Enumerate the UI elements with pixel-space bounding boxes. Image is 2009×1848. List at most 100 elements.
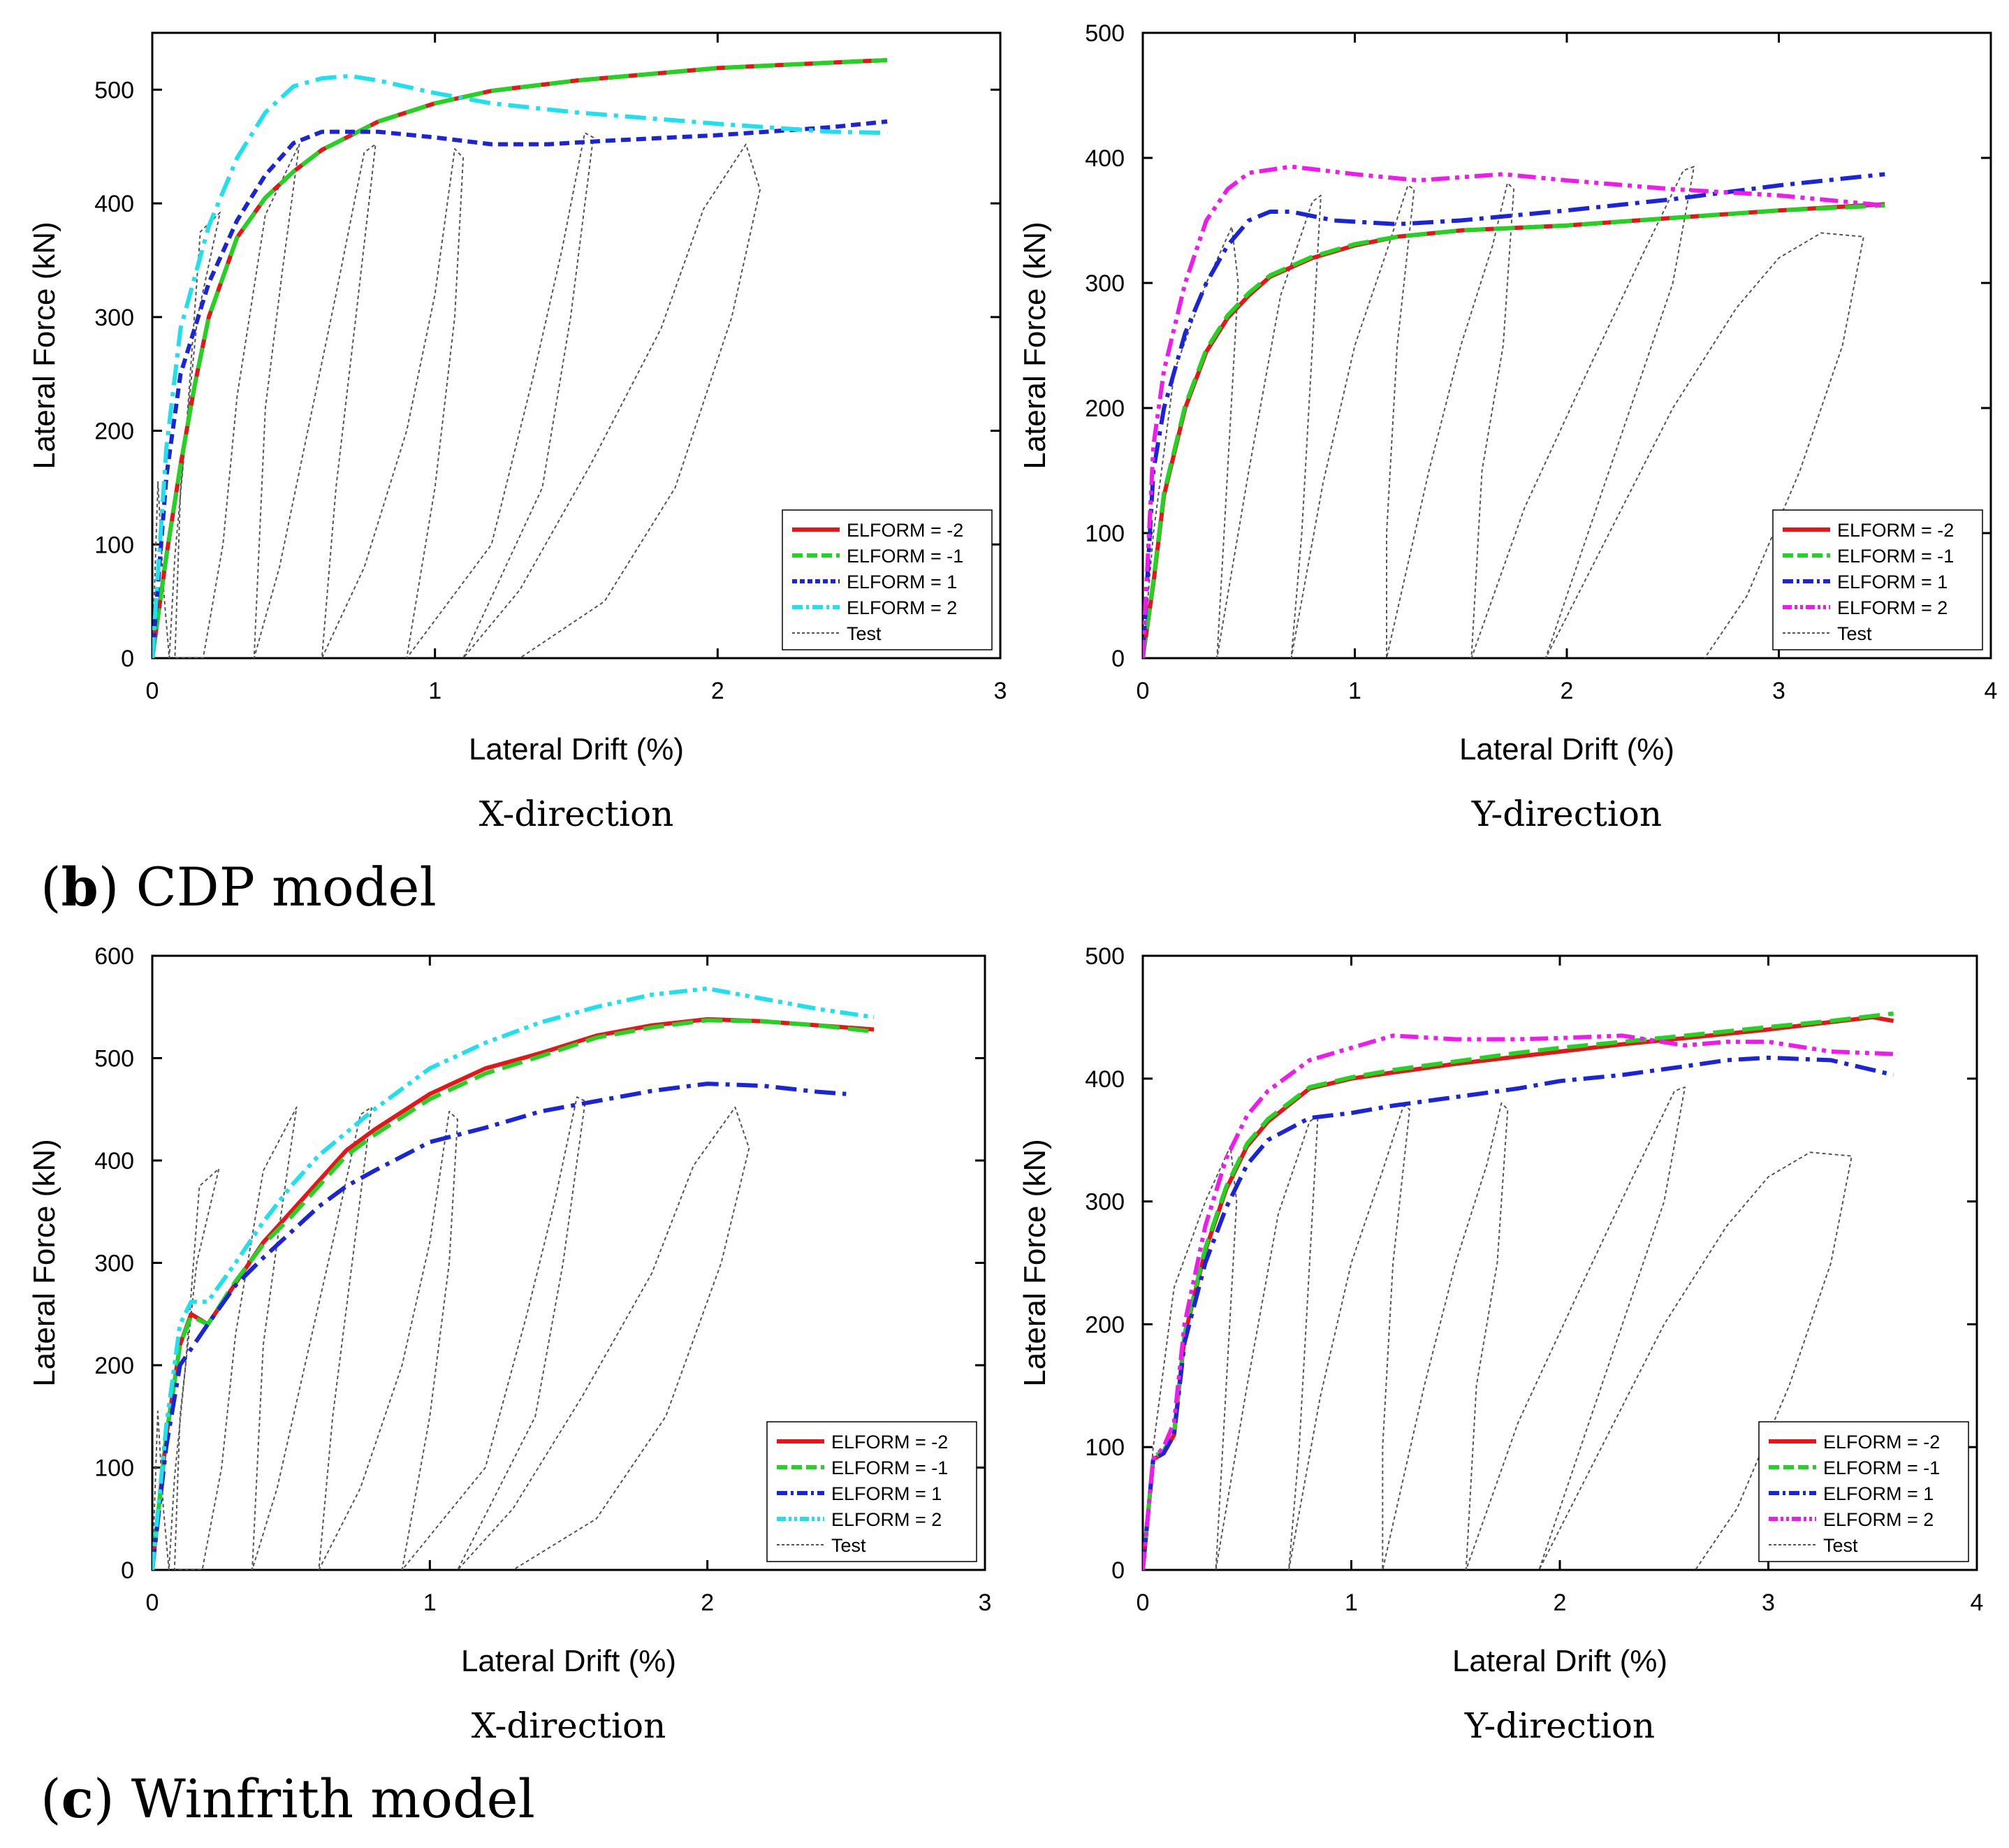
series-line-elform-2 <box>152 986 875 1570</box>
chart-cdp-x-direction: 0 1 2 3 0 100 200 300 400 500 Lateral Drift (%) Lat… <box>27 31 1007 834</box>
y-tick-label: 200 <box>94 419 134 445</box>
y-tick-label: 0 <box>121 1557 134 1584</box>
y-tick-label: 100 <box>94 1455 134 1482</box>
y-tick-label: 400 <box>94 1148 134 1174</box>
series-line-elform-1 <box>152 1082 847 1570</box>
caption-winfrith-model: (c) Winfrith model <box>41 1768 535 1830</box>
x-tick-label: 2 <box>701 1589 714 1616</box>
legend-label: Test <box>847 623 882 644</box>
x-tick-label: 3 <box>994 678 1007 704</box>
legend-label: Test <box>1823 1535 1858 1556</box>
x-tick-label: 0 <box>1137 678 1150 704</box>
y-tick-label: 500 <box>94 77 134 103</box>
legend-label: Test <box>831 1535 866 1556</box>
legend: ELFORM = -2 ELFORM = -1 ELFORM = 1 ELFORM =… <box>766 1421 977 1562</box>
y-tick-label: 100 <box>1085 1434 1125 1461</box>
y-tick-label: 400 <box>1085 1066 1125 1093</box>
y-axis-label: Lateral Force (kN) <box>27 1139 61 1387</box>
legend-label: ELFORM = -1 <box>831 1457 948 1478</box>
series-line-elform-1 <box>1143 203 1885 658</box>
series-line-elform-1 <box>152 119 888 658</box>
legend-label: ELFORM = 1 <box>831 1483 942 1504</box>
legend-label: ELFORM = -2 <box>847 520 963 541</box>
y-tick-label: 400 <box>1085 145 1125 172</box>
plot-frame <box>151 31 1002 660</box>
series-line-elform-1 <box>1143 172 1885 658</box>
x-tick-label: 4 <box>1971 1589 1984 1616</box>
series-line-elform-2 <box>1143 164 1885 658</box>
legend: ELFORM = -2 ELFORM = -1 ELFORM = 1 ELFORM =… <box>782 509 993 650</box>
y-tick-label: 100 <box>1085 521 1125 547</box>
y-tick-label: 0 <box>121 646 134 672</box>
series-line-elform-1 <box>152 1018 875 1570</box>
y-tick-label: 300 <box>1085 270 1125 297</box>
direction-label: Y-direction <box>1464 1705 1655 1746</box>
x-tick-label: 2 <box>1554 1589 1567 1616</box>
x-tick-label: 3 <box>1772 678 1785 704</box>
y-tick-label: 200 <box>94 1353 134 1379</box>
x-tick-label: 3 <box>979 1589 992 1616</box>
legend: ELFORM = -2 ELFORM = -1 ELFORM = 1 ELFORM =… <box>1772 509 1983 650</box>
y-tick-label: 500 <box>94 1046 134 1072</box>
series-line-elform-1 <box>1143 1055 1894 1570</box>
y-tick-label: 300 <box>1085 1189 1125 1216</box>
series-line-test <box>1143 1086 1853 1570</box>
x-tick-label: 4 <box>1985 678 1998 704</box>
y-axis-label: Lateral Force (kN) <box>27 221 61 470</box>
y-axis-label: Lateral Force (kN) <box>1018 1139 1052 1387</box>
x-tick-label: 2 <box>711 678 724 704</box>
x-axis-label: Lateral Drift (%) <box>461 1644 676 1678</box>
series-line-elform-2 <box>152 58 888 658</box>
x-axis-label: Lateral Drift (%) <box>1452 1644 1667 1678</box>
series-line-elform-2 <box>152 1017 875 1570</box>
caption-letter: b <box>61 856 98 918</box>
x-tick-label: 1 <box>428 678 441 704</box>
x-tick-label: 1 <box>423 1589 437 1616</box>
legend-label: ELFORM = 1 <box>1823 1483 1934 1504</box>
y-tick-label: 400 <box>94 191 134 217</box>
caption-letter: c <box>61 1768 94 1830</box>
x-axis-label: Lateral Drift (%) <box>469 732 684 766</box>
y-tick-label: 0 <box>1111 646 1125 672</box>
x-axis-label: Lateral Drift (%) <box>1459 732 1674 766</box>
x-tick-label: 2 <box>1561 678 1574 704</box>
y-tick-label: 0 <box>1111 1557 1125 1584</box>
direction-label: X-direction <box>472 1705 666 1746</box>
y-tick-label: 300 <box>94 305 134 331</box>
legend-label: ELFORM = -1 <box>1823 1457 1940 1478</box>
x-tick-label: 0 <box>146 678 159 704</box>
series-line-test <box>152 1096 750 1570</box>
chart-cdp-y-direction: 0 1 2 3 4 0 100 200 300 400 500 Lateral Drift (%) La… <box>1018 20 1997 834</box>
legend-label: ELFORM = -1 <box>1837 546 1954 567</box>
legend-label: ELFORM = 2 <box>1837 597 1948 618</box>
direction-label: Y-direction <box>1471 794 1662 834</box>
legend-label: ELFORM = -2 <box>831 1432 948 1453</box>
legend-label: ELFORM = -1 <box>847 546 963 567</box>
x-tick-label: 0 <box>1137 1589 1150 1616</box>
legend-label: ELFORM = 1 <box>1837 572 1948 592</box>
x-tick-label: 1 <box>1348 678 1361 704</box>
x-tick-label: 0 <box>146 1589 159 1616</box>
chart-winfrith-y-direction: 0 1 2 3 4 0 100 200 300 400 500 Lateral Drift (%) La… <box>1018 943 1983 1746</box>
series-line-test <box>152 132 761 658</box>
x-tick-label: 3 <box>1762 1589 1775 1616</box>
legend-label: ELFORM = -2 <box>1837 520 1954 541</box>
y-tick-label: 200 <box>1085 395 1125 422</box>
y-tick-label: 100 <box>94 532 134 558</box>
direction-label: X-direction <box>479 794 674 834</box>
legend: ELFORM = -2 ELFORM = -1 ELFORM = 1 ELFORM =… <box>1758 1421 1969 1562</box>
y-tick-label: 600 <box>94 943 134 970</box>
y-tick-label: 500 <box>1085 20 1125 47</box>
chart-winfrith-x-direction: 0 1 2 3 0 100 200 300 400 500 600 Lateral Drift (%)… <box>27 943 991 1746</box>
series-line-elform-1 <box>152 58 888 658</box>
y-tick-label: 200 <box>1085 1311 1125 1338</box>
y-tick-label: 300 <box>94 1251 134 1277</box>
y-axis-label: Lateral Force (kN) <box>1018 221 1052 470</box>
legend-label: ELFORM = -2 <box>1823 1432 1940 1453</box>
x-tick-label: 1 <box>1345 1589 1358 1616</box>
caption-text: Winfrith model <box>131 1768 535 1830</box>
series-line-test <box>1143 166 1864 658</box>
y-tick-label: 500 <box>1085 943 1125 970</box>
series-line-elform-2 <box>1143 1033 1894 1570</box>
